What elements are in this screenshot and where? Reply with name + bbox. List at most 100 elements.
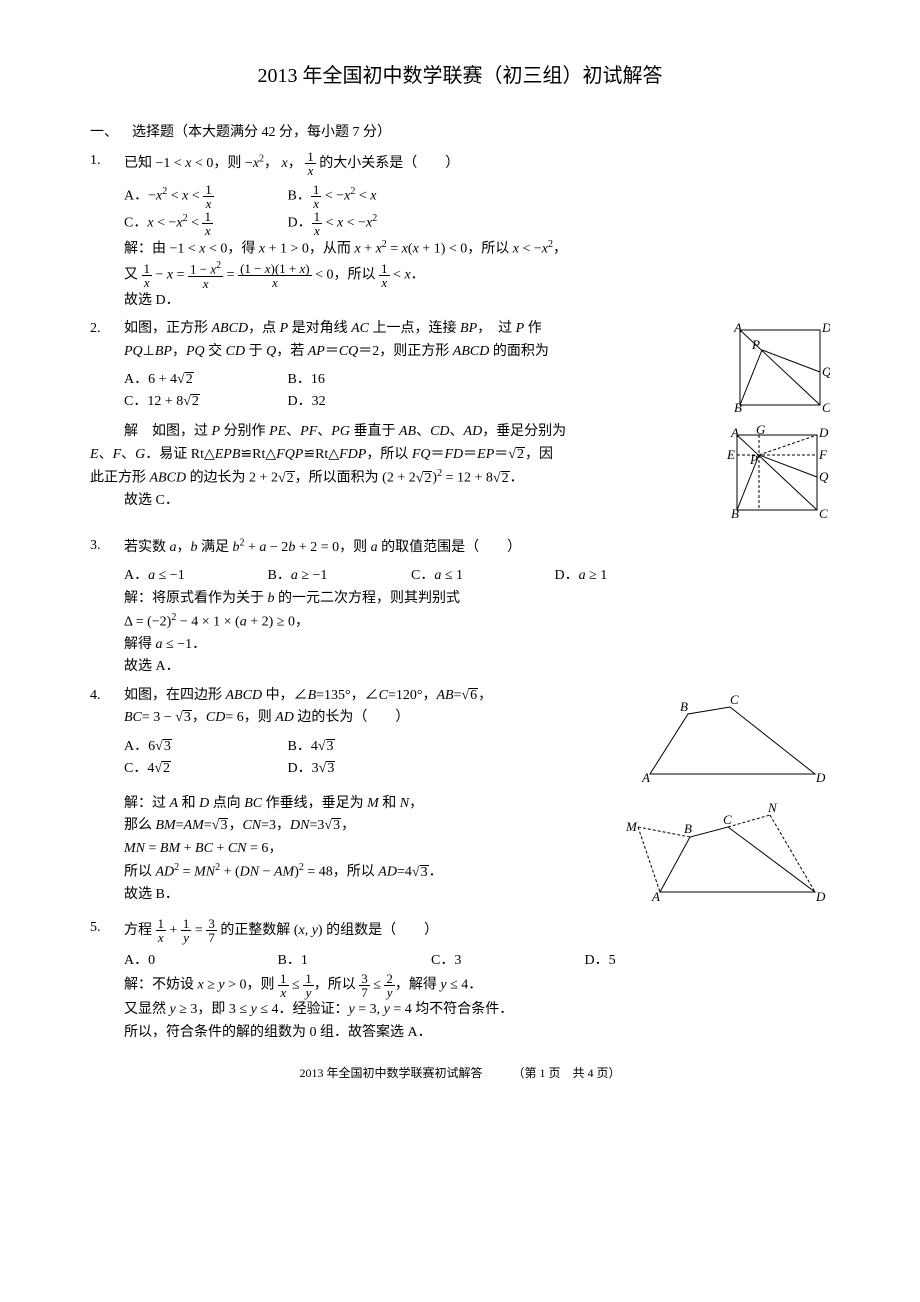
text: ⊥ xyxy=(143,344,155,359)
svg-text:P: P xyxy=(749,452,758,467)
var: BP xyxy=(155,344,172,359)
q3-number: 3. xyxy=(90,535,101,557)
var: FDP xyxy=(339,447,366,462)
text: ， xyxy=(553,242,567,257)
q2-option-b: B．16 xyxy=(288,369,448,391)
text: ， xyxy=(177,540,191,555)
var: AM xyxy=(274,865,294,880)
text: < xyxy=(167,189,182,204)
text: 作 xyxy=(524,321,542,336)
text: C． xyxy=(124,216,147,231)
footer-right: （第 1 页 共 4 页） xyxy=(513,1066,621,1080)
text: < xyxy=(188,189,203,204)
text: 点向 xyxy=(209,796,244,811)
var: PQ xyxy=(124,344,143,359)
section-number: 一、 xyxy=(90,125,118,140)
radicand: 2 xyxy=(516,447,525,462)
fraction: 1 − x2x xyxy=(188,261,223,289)
question-5: 5. 方程 1x + 1y = 37 的正整数解 (x, y) 的组数是（ ） xyxy=(124,917,830,944)
text: 上一点，连接 xyxy=(369,321,460,336)
text: 、 xyxy=(416,424,430,439)
text: 垂直于 xyxy=(350,424,399,439)
text: ， xyxy=(341,818,355,833)
q3-solution-l3: 解得 a ≤ −1． xyxy=(124,634,830,656)
var: AB xyxy=(399,424,416,439)
q4-option-a: A．63 xyxy=(124,736,284,758)
q3-solution-l2: Δ = (−2)2 − 4 × 1 × (a + 2) ≥ 0， xyxy=(124,610,830,634)
var: ABCD xyxy=(453,344,490,359)
var: P xyxy=(280,321,289,336)
text: ≤ xyxy=(289,978,304,993)
q3-option-c: C．a ≤ 1 xyxy=(411,565,551,587)
text: ． xyxy=(510,471,524,486)
text: = xyxy=(191,923,206,938)
question-3: 3. 若实数 a，b 满足 b2 + a − 2b + 2 = 0，则 a 的取… xyxy=(124,535,830,559)
text: 、 xyxy=(99,447,113,462)
var: M xyxy=(367,796,379,811)
var-a: a xyxy=(371,540,378,555)
q1-option-a: A．−x2 < x < 1x xyxy=(124,183,284,210)
svg-text:Q: Q xyxy=(822,364,830,379)
text: 那么 xyxy=(124,818,156,833)
text: ， xyxy=(192,710,206,725)
text: 又 xyxy=(124,268,142,283)
fraction: 1x xyxy=(311,183,322,210)
text: = 6，则 xyxy=(225,710,275,725)
text: + xyxy=(361,242,376,257)
text: 的边长为 2 + 2 xyxy=(186,471,278,486)
text: 于 xyxy=(245,344,266,359)
var: F xyxy=(113,447,122,462)
var-a: a xyxy=(240,615,247,630)
var: MN xyxy=(194,865,215,880)
svg-text:D: D xyxy=(818,425,829,440)
var: AM xyxy=(184,818,204,833)
text: =120°， xyxy=(388,688,437,703)
text: A． xyxy=(124,568,148,583)
var: BM xyxy=(160,841,180,856)
text: 是对角线 xyxy=(288,321,351,336)
text: ≤ 4．经验证： xyxy=(257,1002,349,1017)
text: ≤ −1． xyxy=(163,637,207,652)
sqrt xyxy=(416,471,424,486)
text: 、 xyxy=(317,424,331,439)
text: < 0，得 xyxy=(206,242,259,257)
text: ＝ xyxy=(430,447,444,462)
sqrt xyxy=(324,818,332,833)
var: AP xyxy=(308,344,325,359)
var-b: b xyxy=(268,591,275,606)
q5-solution-l2: 又显然 y ≥ 3，即 3 ≤ y ≤ 4．经验证：y = 3, y = 4 均… xyxy=(124,999,830,1021)
section-1-heading: 一、 选择题（本大题满分 42 分，每小题 7 分） xyxy=(90,122,830,144)
q4-stem: 如图，在四边形 ABCD 中，∠B=135°，∠C=120°，AB=6， BC=… xyxy=(124,688,492,725)
sqrt xyxy=(212,818,220,833)
q2-option-d: D．32 xyxy=(288,391,448,413)
text: D．3 xyxy=(288,761,319,776)
svg-text:A: A xyxy=(641,770,650,785)
text: 、 xyxy=(286,424,300,439)
svg-text:A: A xyxy=(733,322,742,335)
radicand: 3 xyxy=(183,710,192,725)
svg-text:B: B xyxy=(684,821,692,836)
text: 若实数 xyxy=(124,540,170,555)
text: C．12 + 8 xyxy=(124,394,183,409)
question-1: 1. 已知 −1 < x < 0，则 −x2， x， 1x 的大小关系是（ ） xyxy=(124,150,830,177)
svg-text:B: B xyxy=(734,400,742,415)
text: 解：将原式看作为关于 xyxy=(124,591,268,606)
sqrt xyxy=(154,761,162,776)
page-title: 2013 年全国初中数学联赛（初三组）初试解答 xyxy=(90,60,830,92)
svg-text:E: E xyxy=(726,447,735,462)
text: ≤ 4． xyxy=(447,978,483,993)
var-b: b xyxy=(191,540,198,555)
var: AD xyxy=(464,424,483,439)
q5-option-d: D．5 xyxy=(585,950,665,972)
text: < − xyxy=(154,216,177,231)
sqrt xyxy=(175,710,183,725)
fraction: 1x xyxy=(142,262,153,289)
text: 作垂线，垂足为 xyxy=(262,796,367,811)
radicand: 3 xyxy=(326,739,335,754)
text: A．6 + 4 xyxy=(124,372,177,387)
text: < 0，所以 xyxy=(312,268,379,283)
radicand: 2 xyxy=(185,372,194,387)
text: 又显然 xyxy=(124,1002,170,1017)
text: 的正整数解 ( xyxy=(217,923,299,938)
text: B．4 xyxy=(288,739,318,754)
